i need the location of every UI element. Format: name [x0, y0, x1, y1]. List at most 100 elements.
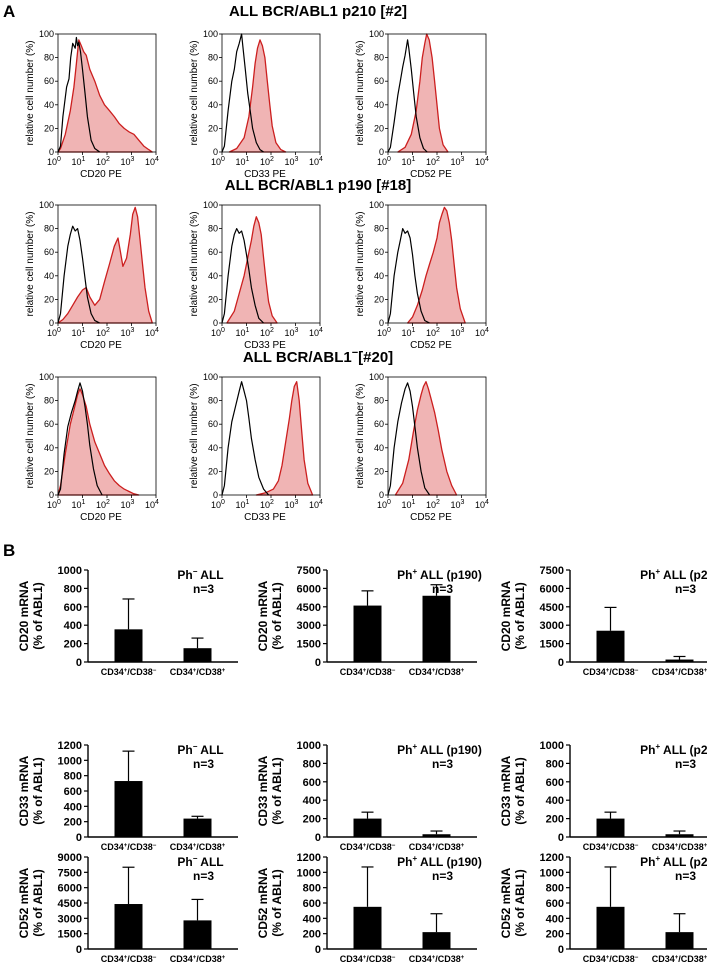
x-tick-base: 10 [121, 328, 131, 338]
x-tick-base: 10 [260, 500, 270, 510]
y-tick-label: 7500 [58, 867, 82, 879]
y-tick-label: 1200 [58, 740, 82, 752]
category-base: CD34 [340, 842, 363, 852]
x-tick-exponent: 0 [387, 156, 391, 163]
isotype-control-line [57, 36, 101, 153]
category-sup: + [193, 668, 197, 674]
category-sup: + [704, 668, 707, 674]
x-tick-base: 10 [285, 500, 295, 510]
category-label: CD34+/CD38+ [170, 842, 226, 852]
x-axis-label: CD52 PE [410, 169, 452, 180]
x-tick-base: 10 [145, 157, 155, 167]
x-tick-base: 10 [121, 157, 131, 167]
group-title-text: ALL BCR/ABL1 p190 [#18] [225, 177, 411, 194]
category-sup: + [432, 668, 436, 674]
category-label: CD34+/CD38+ [170, 954, 226, 964]
bar [665, 834, 694, 837]
x-tick-exponent: 3 [295, 327, 299, 334]
x-tick-label: 100 [377, 327, 391, 338]
x-tick-exponent: 2 [270, 156, 274, 163]
y-tick-label: 4500 [58, 898, 82, 910]
category-label: CD34+/CD38+ [652, 954, 707, 964]
x-axis-label: CD33 PE [244, 512, 286, 523]
title-tail: ALL (p210) [660, 743, 707, 757]
y-tick-label: 80 [374, 224, 384, 234]
bar-chart-title: Ph− ALL [177, 742, 223, 757]
x-tick-label: 104 [309, 327, 323, 338]
x-tick-base: 10 [72, 328, 82, 338]
x-axis-label: CD20 PE [80, 340, 122, 351]
x-tick-base: 10 [402, 500, 412, 510]
x-tick-base: 10 [451, 500, 461, 510]
category-base: /CD38 [366, 842, 392, 852]
category-label: CD34+/CD38− [583, 954, 639, 964]
x-tick-label: 102 [260, 499, 274, 510]
category-base: CD34 [409, 667, 432, 677]
y-tick-label: 20 [374, 294, 384, 304]
y-tick-label: 200 [303, 929, 321, 941]
x-tick-exponent: 1 [412, 156, 416, 163]
x-tick-exponent: 2 [270, 499, 274, 506]
x-tick-exponent: 3 [461, 327, 465, 334]
y-axis-label-line2: (% of ABL1) [31, 582, 45, 650]
y-tick-label: 40 [44, 443, 54, 453]
x-tick-base: 10 [475, 500, 485, 510]
x-tick-exponent: 4 [485, 499, 489, 506]
category-sup: − [392, 955, 396, 961]
y-axis-label: relative cell number (%) [355, 40, 366, 145]
title-sup: + [412, 567, 417, 576]
category-sup: + [606, 955, 610, 961]
x-tick-label: 102 [96, 156, 110, 167]
y-axis-label-line1: CD33 mRNA [256, 755, 270, 826]
x-tick-label: 102 [426, 499, 440, 510]
y-tick-label: 0 [315, 657, 321, 669]
bar-chart-subtitle: n=3 [675, 757, 696, 771]
x-tick-exponent: 2 [270, 327, 274, 334]
y-axis-label-line2: (% of ABL1) [513, 582, 527, 650]
category-sup: + [363, 955, 367, 961]
y-axis-label-line1: CD20 mRNA [17, 580, 31, 651]
bar-chart-subtitle: n=3 [193, 869, 214, 883]
y-tick-label: 40 [208, 271, 218, 281]
y-axis-label: relative cell number (%) [25, 211, 36, 316]
group-title-text: ALL BCR/ABL1 [243, 349, 352, 366]
x-tick-label: 104 [475, 327, 489, 338]
x-axis-label: CD52 PE [410, 512, 452, 523]
category-label: CD34+/CD38− [340, 842, 396, 852]
y-tick-label: 20 [44, 123, 54, 133]
bar [665, 932, 694, 949]
title-sup: + [655, 854, 660, 863]
group-title-tail: [#20] [358, 349, 393, 366]
category-base: CD34 [101, 954, 124, 964]
category-base: CD34 [409, 954, 432, 964]
bar [422, 595, 451, 662]
x-tick-exponent: 1 [82, 499, 86, 506]
y-tick-label: 0 [379, 147, 384, 157]
x-tick-base: 10 [402, 157, 412, 167]
category-sup: + [461, 668, 465, 674]
category-base: CD34 [652, 954, 675, 964]
x-tick-exponent: 4 [485, 327, 489, 334]
stained-histogram [255, 381, 314, 496]
x-tick-exponent: 3 [461, 156, 465, 163]
category-sup: − [635, 955, 639, 961]
y-tick-label: 600 [64, 602, 82, 614]
y-tick-label: 0 [213, 147, 218, 157]
isotype-control-line [387, 382, 431, 496]
x-tick-label: 102 [260, 327, 274, 338]
category-sup: + [675, 668, 679, 674]
bar [422, 834, 451, 837]
title-tail: ALL (p190) [417, 743, 482, 757]
x-tick-label: 103 [451, 499, 465, 510]
x-tick-exponent: 0 [221, 327, 225, 334]
x-tick-base: 10 [96, 157, 106, 167]
bar-chart-title: Ph+ ALL (p190) [397, 854, 482, 869]
y-tick-label: 200 [303, 814, 321, 826]
x-tick-label: 101 [402, 156, 416, 167]
y-axis-label: relative cell number (%) [189, 383, 200, 488]
title-text: Ph [640, 855, 655, 869]
